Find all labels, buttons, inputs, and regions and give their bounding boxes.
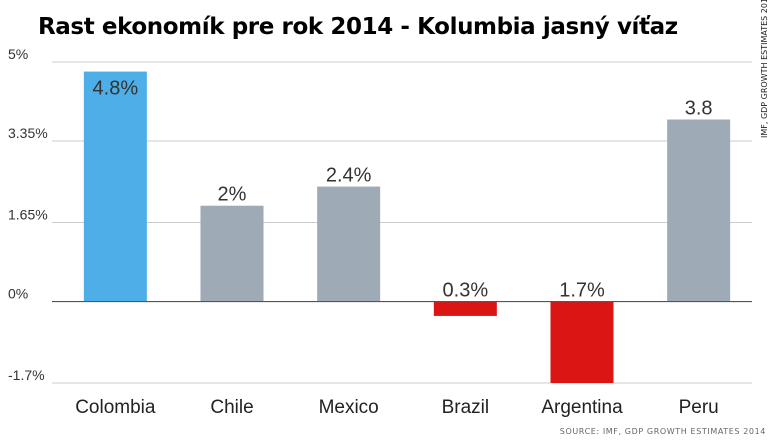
data-label: 2.4% [326,165,372,187]
x-tick-label: Brazil [442,397,490,418]
y-tick-label: 5% [8,46,28,62]
x-tick-label: Colombia [75,397,156,418]
data-label: 2% [218,184,247,206]
bar-argentina [550,301,614,383]
x-tick-label: Argentina [541,397,623,418]
data-label: 1.7% [559,280,605,302]
bar-colombia [83,71,147,302]
bar-mexico [317,186,381,302]
y-tick-label: 0% [8,286,28,302]
data-label: 4.8% [93,78,139,100]
y-tick-label: -1.7% [8,367,45,383]
y-tick-label: 3.35% [8,125,48,141]
data-label: 3.8 [685,97,713,119]
chart-title: Rast ekonomík pre rok 2014 - Kolumbia ja… [38,14,678,40]
x-tick-label: Chile [210,397,253,418]
bar-chile [200,205,264,302]
bar-peru [667,119,731,302]
data-label: 0.3% [443,280,489,302]
bar-brazil [433,301,497,316]
x-tick-label: Mexico [319,397,379,418]
source-note: SOURCE: IMF, GDP GROWTH ESTIMATES 2014 [559,427,766,436]
y-tick-label: 1.65% [8,207,48,223]
x-tick-label: Peru [679,397,719,418]
